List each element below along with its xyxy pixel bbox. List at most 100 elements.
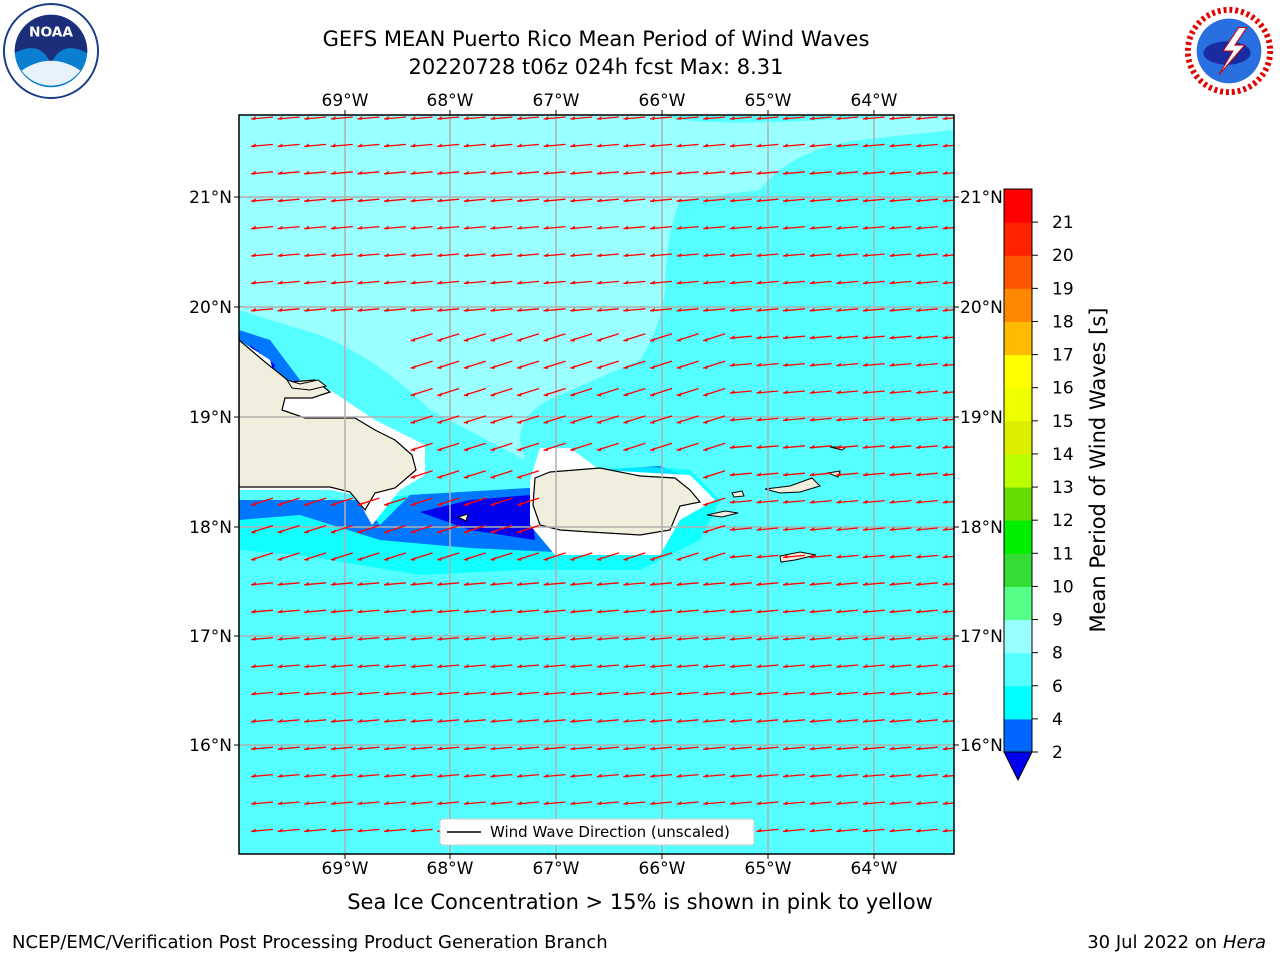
lon-label-top: 64°W	[851, 91, 898, 111]
wave-direction-arrow	[410, 415, 433, 424]
wave-direction-arrow	[357, 280, 380, 285]
render-host: Hera	[1222, 932, 1266, 953]
wave-direction-arrow	[915, 335, 939, 340]
wave-direction-arrow	[623, 691, 646, 696]
wave-direction-arrow	[516, 415, 540, 424]
wave-direction-arrow	[543, 552, 566, 561]
wave-direction-arrow	[703, 198, 726, 203]
wind-wave-direction-arrows	[250, 116, 954, 833]
lat-label-left: 21°N	[189, 188, 232, 208]
wave-direction-arrow	[250, 828, 274, 833]
wave-direction-arrow	[490, 360, 513, 370]
wave-direction-arrow	[543, 253, 566, 257]
wave-direction-arrow	[649, 801, 673, 805]
wave-direction-arrow	[304, 801, 327, 805]
wave-direction-arrow	[357, 718, 380, 723]
colorbar-segment	[1004, 685, 1032, 720]
wave-direction-arrow	[623, 664, 646, 668]
wave-direction-arrow	[836, 746, 859, 751]
wave-direction-arrow	[809, 664, 832, 668]
wave-direction-arrow	[277, 552, 300, 561]
wave-direction-arrow	[543, 746, 566, 751]
wave-direction-arrow	[623, 442, 646, 452]
colorbar-tick-label: 12	[1052, 511, 1074, 531]
wave-direction-arrow	[729, 801, 752, 805]
wave-direction-arrow	[676, 198, 699, 203]
lon-label-bottom: 66°W	[639, 859, 686, 879]
wave-direction-arrow	[889, 170, 912, 175]
wave-direction-arrow	[357, 552, 380, 561]
wave-direction-arrow	[862, 143, 885, 148]
wave-direction-arrow	[836, 828, 859, 833]
wave-direction-arrow	[437, 253, 460, 257]
wave-direction-arrow	[330, 497, 353, 507]
colorbar-segment	[1004, 487, 1032, 521]
wave-direction-arrow	[516, 581, 540, 586]
wave-direction-arrow	[862, 335, 885, 340]
wave-direction-arrow	[836, 307, 859, 312]
wave-direction-arrow	[836, 225, 859, 230]
wave-direction-arrow	[862, 362, 885, 367]
wave-direction-arrow	[649, 307, 673, 312]
colorbar-segment	[1004, 718, 1032, 753]
wave-direction-arrow	[729, 636, 752, 641]
wave-direction-arrow	[915, 444, 939, 449]
wave-direction-arrow	[915, 554, 939, 559]
wave-direction-arrow	[703, 664, 726, 668]
wave-direction-arrow	[756, 499, 779, 504]
colorbar-tick-label: 10	[1052, 577, 1074, 597]
wave-direction-arrow	[570, 442, 593, 452]
wave-direction-arrow	[463, 143, 486, 148]
wave-direction-arrow	[463, 801, 486, 805]
wave-direction-arrow	[676, 801, 699, 805]
wave-direction-arrow	[383, 307, 407, 312]
wave-direction-arrow	[756, 444, 779, 449]
wave-direction-arrow	[277, 773, 300, 778]
wave-direction-arrow	[437, 143, 460, 148]
wave-direction-arrow	[649, 333, 673, 342]
wave-direction-arrow	[862, 444, 885, 449]
wave-direction-arrow	[330, 170, 353, 175]
wave-direction-arrow	[756, 801, 779, 805]
wave-direction-arrow	[596, 718, 619, 723]
wave-direction-arrow	[463, 253, 486, 257]
wave-direction-arrow	[250, 636, 274, 641]
wave-direction-arrow	[410, 524, 433, 534]
wave-direction-arrow	[490, 636, 513, 641]
wave-direction-arrow	[330, 636, 353, 641]
wave-direction-arrow	[649, 636, 673, 641]
map-frame	[238, 114, 955, 855]
wave-direction-arrow	[463, 524, 486, 534]
wave-direction-arrow	[915, 225, 939, 230]
wave-direction-arrow	[543, 333, 566, 342]
wave-direction-arrow	[357, 746, 380, 751]
wave-direction-arrow	[304, 581, 327, 586]
wave-direction-arrow	[463, 664, 486, 668]
legend-label: Wind Wave Direction (unscaled)	[490, 823, 730, 841]
lon-label-bottom: 67°W	[533, 859, 580, 879]
wave-direction-arrow	[437, 415, 460, 424]
wave-direction-arrow	[277, 636, 300, 641]
wave-direction-arrow	[676, 143, 699, 148]
wave-direction-arrow	[463, 387, 486, 397]
colorbar-segment	[1004, 553, 1032, 587]
wave-direction-arrow	[357, 664, 380, 668]
wave-direction-arrow	[915, 527, 939, 531]
wave-direction-arrow	[596, 609, 619, 614]
wave-direction-arrow	[570, 691, 593, 696]
wave-direction-arrow	[729, 609, 752, 614]
wave-direction-arrow	[836, 664, 859, 668]
wave-direction-arrow	[410, 280, 433, 285]
wave-direction-arrow	[304, 170, 327, 175]
wave-direction-arrow	[649, 143, 673, 148]
wave-direction-arrow	[516, 253, 540, 257]
wave-direction-arrow	[756, 581, 779, 586]
wave-direction-arrow	[357, 801, 380, 805]
wave-direction-arrow	[915, 746, 939, 751]
wave-direction-arrow	[357, 143, 380, 148]
colorbar-tick-label: 8	[1052, 644, 1063, 664]
st-croix-island	[779, 551, 817, 563]
wave-direction-arrow	[490, 307, 513, 312]
wave-direction-arrow	[676, 387, 699, 397]
wave-direction-arrow	[277, 497, 300, 507]
